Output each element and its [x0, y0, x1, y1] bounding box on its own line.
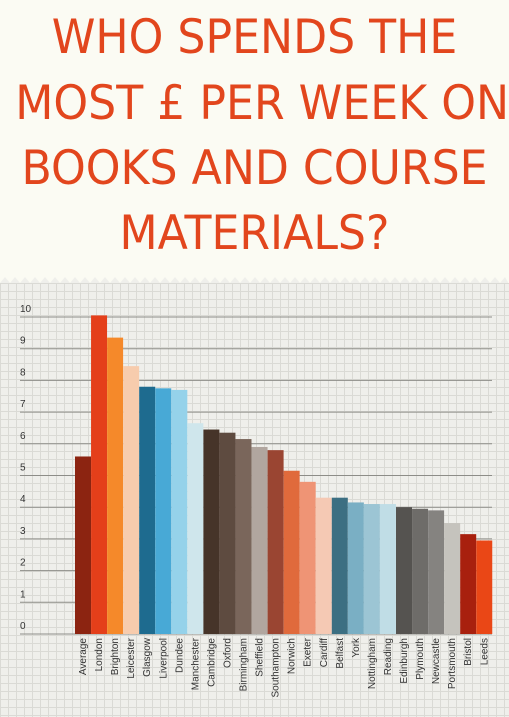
x-category-label: Edinburgh [399, 638, 410, 684]
bar-norwich [283, 470, 300, 634]
x-category-label: Norwich [287, 638, 298, 674]
y-tick-label: 0 [20, 621, 26, 632]
title-line-2: MOST £ PER WEEK ON [15, 76, 509, 131]
x-category-label: York [351, 637, 362, 658]
x-category-label: Exeter [303, 637, 314, 667]
bar-portsmouth [444, 523, 461, 634]
bar-edinburgh [396, 507, 412, 634]
bar-leicester [123, 366, 140, 634]
bar-glasgow [139, 386, 156, 634]
x-category-label: Brighton [110, 638, 121, 675]
bar-dundee [171, 389, 188, 634]
bar-sheffield [251, 446, 268, 634]
chart-area: 0 1 2 3 4 5 6 7 8 9 10 Average London Brighton Leicest… [0, 283, 509, 717]
y-tick-label: 5 [20, 463, 26, 474]
bar-belfast [331, 497, 348, 634]
title-line-3: BOOKS AND COURSE [21, 141, 488, 196]
bar-plymouth [412, 508, 429, 634]
x-category-label: Newcastle [431, 638, 442, 685]
x-category-label: Oxford [222, 638, 233, 668]
x-category-label: Reading [383, 638, 394, 675]
bar-newcastle [428, 510, 445, 634]
bar-cardiff [315, 497, 332, 634]
bar-reading [379, 504, 396, 634]
x-category-label: Belfast [335, 638, 346, 669]
bar-bristol [460, 534, 477, 634]
bar-london [91, 315, 108, 634]
x-category-label: Leeds [479, 638, 490, 665]
x-category-label: Bristol [463, 638, 474, 666]
bar-york [347, 502, 364, 634]
bar-brighton [107, 337, 124, 634]
title-line-4: MATERIALS? [119, 206, 390, 261]
x-category-label: Cambridge [206, 638, 217, 687]
bar-cambridge [203, 429, 220, 634]
y-tick-label: 3 [20, 526, 26, 537]
bar-leeds [476, 540, 493, 634]
bar-oxford [219, 432, 236, 634]
x-category-label: Birmingham [239, 638, 250, 691]
x-category-label: Nottingham [367, 638, 378, 689]
y-tick-label: 4 [20, 494, 26, 505]
x-category-label: Sheffield [255, 638, 266, 677]
title-block: WHO SPENDS THE MOST £ PER WEEK ON BOOKS … [0, 0, 509, 278]
bar-manchester [187, 423, 204, 634]
y-tick-label: 7 [20, 399, 26, 410]
x-category-label: Liverpool [158, 638, 169, 679]
y-tick-label: 10 [20, 304, 32, 315]
title-line-1: WHO SPENDS THE [51, 10, 458, 65]
bar-nottingham [363, 504, 380, 634]
y-tick-label: 8 [20, 367, 26, 378]
bar-chart: 0 1 2 3 4 5 6 7 8 9 10 Average London Brighton Leicest… [20, 304, 493, 698]
x-category-label: Portsmouth [447, 638, 458, 689]
x-category-label: London [94, 638, 105, 671]
bar-southampton [267, 450, 284, 634]
y-tick-label: 6 [20, 431, 26, 442]
x-category-label: Manchester [190, 637, 201, 690]
x-category-label: Southampton [271, 638, 282, 698]
x-category-label: Glasgow [142, 637, 153, 677]
x-category-label: Plymouth [415, 638, 426, 680]
x-category-label: Dundee [174, 638, 185, 673]
zigzag-divider [0, 277, 509, 284]
bar-exeter [299, 481, 316, 634]
bar-liverpool [155, 388, 172, 634]
x-category-label: Cardiff [319, 638, 330, 667]
y-tick-label: 1 [20, 589, 26, 600]
bar-birmingham [235, 439, 252, 634]
bar-average [75, 456, 91, 634]
y-tick-label: 2 [20, 558, 26, 569]
y-tick-label: 9 [20, 336, 26, 347]
x-category-label: Leicester [126, 637, 137, 678]
x-category-label: Average [78, 638, 89, 676]
